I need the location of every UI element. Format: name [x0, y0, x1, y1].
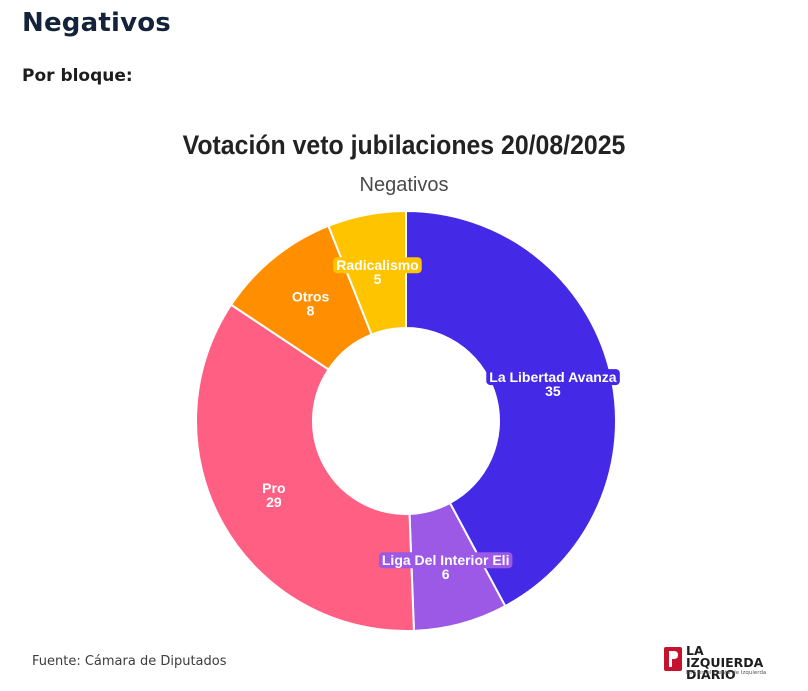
- logo-name: LA IZQUIERDA DIARIO: [686, 643, 784, 682]
- logo-mark-icon: [664, 647, 682, 671]
- slice-value-liga-del-interior-eli: 6: [442, 566, 450, 582]
- slice-label-background: [333, 257, 422, 274]
- page-title: Negativos: [22, 8, 171, 38]
- slice-label-la-libertad-avanza: La Libertad Avanza: [489, 369, 617, 385]
- slice-value-otros: 8: [307, 302, 315, 318]
- source-note: Fuente: Cámara de Diputados: [32, 654, 227, 669]
- logo-name-line1: LA IZQUIERDA: [686, 643, 764, 670]
- slice-label-background: [378, 552, 513, 569]
- slice-label-liga-del-interior-eli: Liga Del Interior Eli: [382, 552, 510, 568]
- slice-la-libertad-avanza[interactable]: [405, 209, 617, 608]
- chart-title: Votación veto jubilaciones 20/08/2025: [182, 130, 626, 160]
- slice-label-pro: Pro: [262, 480, 285, 496]
- chart-subtitle: Negativos: [359, 174, 449, 196]
- slice-pro[interactable]: [195, 303, 415, 632]
- section-label: Por bloque:: [22, 66, 133, 86]
- slice-label-otros: Otros: [292, 288, 330, 304]
- slice-label-background: [486, 369, 620, 386]
- slice-value-la-libertad-avanza: 35: [545, 383, 561, 399]
- slice-label-background: [288, 288, 333, 305]
- slice-label-radicalismo: Radicalismo: [336, 257, 418, 273]
- slice-value-radicalismo: 5: [374, 271, 382, 287]
- slice-label-background: [259, 480, 289, 497]
- logo-name-line2: DIARIO: [686, 667, 736, 682]
- logo-tagline: PTS en el Frente de Izquierda: [686, 670, 767, 676]
- publisher-logo: LA IZQUIERDA DIARIO PTS en el Frente de …: [664, 643, 784, 682]
- slice-value-pro: 29: [266, 494, 282, 510]
